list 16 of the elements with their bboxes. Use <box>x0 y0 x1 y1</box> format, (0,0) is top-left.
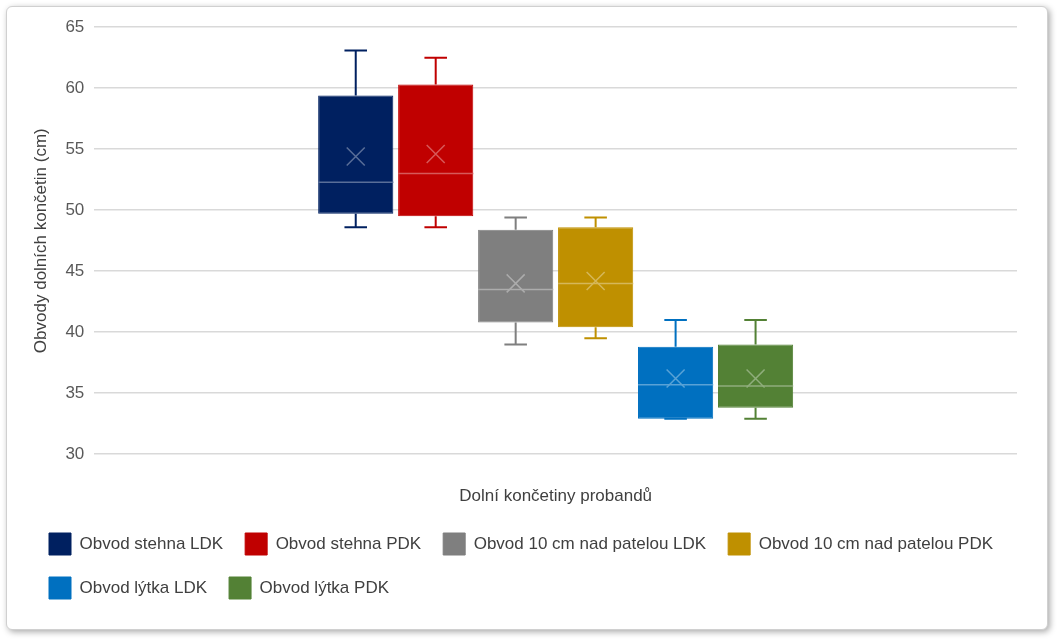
legend-label: Obvod lýtka LDK <box>79 577 208 597</box>
y-tick-label: 40 <box>65 321 85 341</box>
legend-label: Obvod lýtka PDK <box>259 577 390 597</box>
y-tick-label: 35 <box>65 382 85 402</box>
legend-label: Obvod 10 cm nad patelou PDK <box>758 533 994 553</box>
y-tick-label: 65 <box>65 16 85 36</box>
legend-label: Obvod stehna LDK <box>79 533 224 553</box>
y-tick-label: 50 <box>65 199 85 219</box>
x-axis-title: Dolní končetiny probandů <box>459 486 653 506</box>
legend-label: Obvod stehna PDK <box>275 533 422 553</box>
y-tick-label: 45 <box>65 260 85 280</box>
y-tick-label: 60 <box>65 77 85 97</box>
legend-label: Obvod 10 cm nad patelou LDK <box>473 533 707 553</box>
y-axis-title: Obvody dolních končetin (cm) <box>30 128 50 354</box>
y-tick-label: 55 <box>65 138 85 158</box>
y-tick-label: 30 <box>65 443 85 463</box>
